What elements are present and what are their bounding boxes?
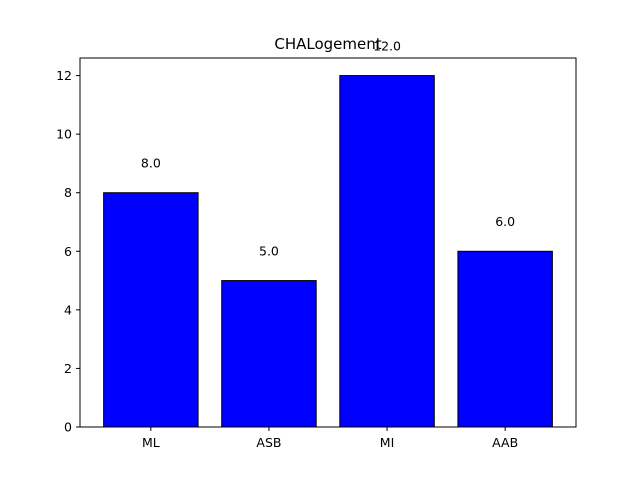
y-tick-label: 6 [64, 244, 72, 259]
y-tick-label: 0 [64, 420, 72, 435]
data-label-ml: 8.0 [141, 155, 161, 170]
y-tick-label: 2 [64, 361, 72, 376]
y-tick-label: 12 [56, 68, 72, 83]
bar-aab [457, 250, 553, 428]
y-axis: 0 2 4 6 8 10 12 [56, 68, 80, 435]
x-tick-label: ASB [256, 435, 281, 450]
bars-layer [103, 75, 553, 428]
y-tick-label: 8 [64, 185, 72, 200]
x-tick-label: MI [380, 435, 394, 450]
data-label-aab: 6.0 [495, 214, 515, 229]
x-tick-label: AAB [492, 435, 518, 450]
bar-asb [221, 280, 317, 428]
bar-ml [103, 192, 199, 428]
y-tick-label: 10 [56, 127, 72, 142]
y-tick-label: 4 [64, 302, 72, 317]
bar-mi [339, 75, 435, 428]
data-label-mi: 12.0 [373, 38, 401, 53]
data-labels-layer: 8.0 5.0 12.0 6.0 [141, 38, 515, 258]
data-label-asb: 5.0 [259, 243, 279, 258]
plot-frame [79, 57, 577, 428]
chart-title: CHALogement [274, 35, 381, 53]
x-tick-label: ML [142, 435, 160, 450]
x-axis: ML ASB MI AAB [142, 427, 518, 450]
